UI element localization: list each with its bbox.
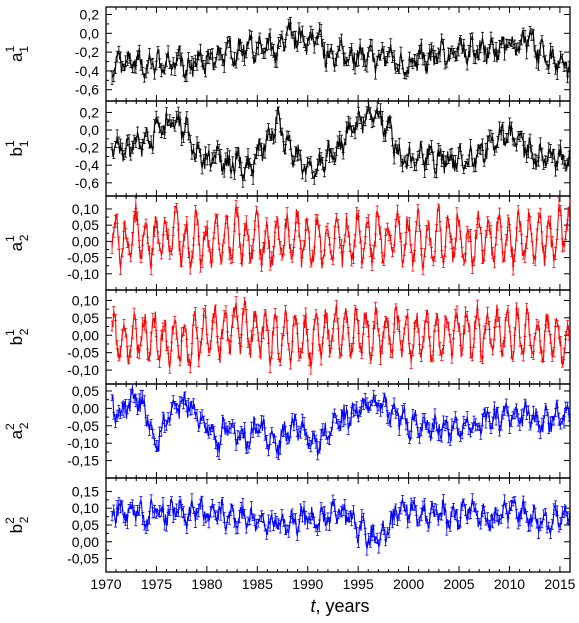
y-tick-label: 0,2 xyxy=(80,104,100,120)
y-tick-label: 0,15 xyxy=(72,483,99,499)
y-tick-label: -0,05 xyxy=(67,551,99,567)
panel-label-base: b xyxy=(7,524,26,533)
y-tick-label: -0,4 xyxy=(75,63,99,79)
y-tick-label: 0,10 xyxy=(72,201,99,217)
y-tick-label: -0,05 xyxy=(67,345,99,361)
panel-frame xyxy=(105,477,571,573)
panel-0: 0,2 0,0 -0,2 -0,4 -0,6 a11 xyxy=(3,6,571,102)
y-tick-label: -0,10 xyxy=(67,266,99,282)
panel-label-sub: 2 xyxy=(17,516,31,523)
panel-label-sup: 1 xyxy=(3,140,17,147)
panel-label-sub: 1 xyxy=(17,140,31,147)
y-tick-label: -0,6 xyxy=(75,175,99,191)
y-tick-label: 0,00 xyxy=(72,400,99,416)
y-tick-label: -0,2 xyxy=(75,140,99,156)
panel-3: 0,10 0,050,00 -0,05-0,10 b12 xyxy=(3,289,571,385)
series-line xyxy=(111,198,571,271)
y-tick-label: -0,05 xyxy=(67,418,99,434)
series-line xyxy=(111,386,571,457)
panel-frame xyxy=(105,195,571,291)
panel-label-sub: 1 xyxy=(17,46,31,53)
y-tick-label: 0,0 xyxy=(80,25,100,41)
panel-label-sup: 2 xyxy=(3,423,17,430)
panel-2: 0,100,050,00-0,05-0,10 a12 xyxy=(3,195,571,291)
panel-label-sup: 1 xyxy=(3,329,17,336)
y-tick-label: -0,4 xyxy=(75,157,99,173)
panel-label-base: b xyxy=(7,147,26,156)
panel-label: b12 xyxy=(3,328,31,345)
series-error-bars xyxy=(110,296,571,375)
panel-label-base: b xyxy=(7,336,26,345)
panel-5: 0,150,100,050,00-0,05 b22 xyxy=(3,477,571,573)
y-tick-label: 0,0 xyxy=(80,122,100,138)
panel-label: a11 xyxy=(3,46,31,62)
panel-label: a12 xyxy=(3,234,31,251)
panel-label-sub: 2 xyxy=(17,234,31,241)
panels: 0,20,0-0,2-0,4-0,6a110,20,0-0,2-0,4-0,6b… xyxy=(3,6,571,573)
series-line xyxy=(111,103,571,182)
y-tick-label: -0,2 xyxy=(75,44,99,60)
y-tick-label: 0,05 xyxy=(72,517,99,533)
y-tick-label: -0,6 xyxy=(75,82,99,98)
panel-label: b11 xyxy=(3,140,31,156)
series-line xyxy=(111,20,571,81)
panel-label: b22 xyxy=(3,516,31,533)
panel-label-base: a xyxy=(7,52,26,62)
panel-label-base: a xyxy=(7,429,26,439)
panel-1: 0,2 0,0 -0,2-0,4 -0,6 b11 xyxy=(3,100,571,197)
y-tick-label: 0,05 xyxy=(72,217,99,233)
y-tick-label: 0,2 xyxy=(80,7,100,23)
panel-label-sub: 2 xyxy=(17,328,31,335)
y-tick-label: -0,15 xyxy=(67,453,99,469)
panel-label-sup: 1 xyxy=(3,235,17,242)
y-tick-label: -0,10 xyxy=(67,362,99,378)
series-line xyxy=(111,299,571,369)
panel-label-sup: 2 xyxy=(3,517,17,524)
panel-label: a22 xyxy=(3,422,31,439)
panel-label-sub: 2 xyxy=(17,422,31,429)
y-tick-label: -0,05 xyxy=(67,250,99,266)
y-tick-label: 0,05 xyxy=(72,383,99,399)
panel-label-base: a xyxy=(7,241,26,251)
y-tick-label: 0,00 xyxy=(72,233,99,249)
y-tick-label: 0,05 xyxy=(72,310,99,326)
y-tick-label: 0,10 xyxy=(72,500,99,516)
y-tick-label: 0,10 xyxy=(72,292,99,308)
panel-4: 0,050,00 -0,05-0,10 -0,15 a22 xyxy=(3,383,571,479)
y-tick-label: -0,10 xyxy=(67,435,99,451)
panel-label-sup: 1 xyxy=(3,46,17,53)
y-tick-label: 0,00 xyxy=(72,534,99,550)
y-tick-label: 0,00 xyxy=(72,327,99,343)
panel-frame xyxy=(105,383,571,479)
